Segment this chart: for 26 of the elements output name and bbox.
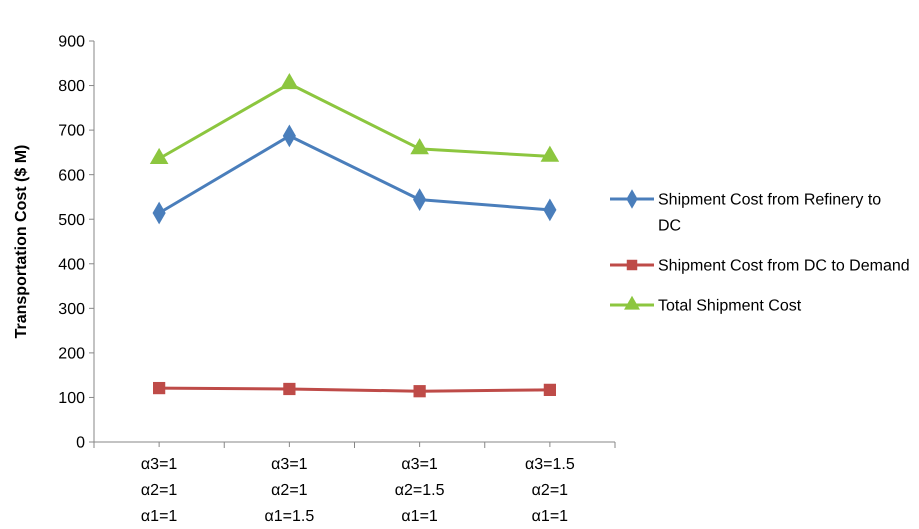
y-tick-label: 100 [58, 390, 86, 408]
y-tick-label: 400 [58, 256, 86, 274]
x-tick-label: α3=1 α2=1.5 α1=1 [394, 456, 445, 525]
y-axis-title: Transportation Cost ($ M) [13, 144, 30, 338]
point [283, 382, 296, 396]
y-tick-label: 900 [58, 34, 86, 51]
y-tick-label: 500 [58, 212, 86, 229]
x-tick-label: α3=1.5 α2=1 α1=1 [525, 456, 575, 525]
legend-label: Shipment Cost from Refinery to DC [658, 192, 882, 235]
legend-label: Shipment Cost from DC to Demand [658, 258, 910, 275]
y-tick-label: 800 [58, 78, 86, 96]
y-tick-label: 300 [58, 300, 86, 318]
y-tick-label: 600 [58, 167, 86, 184]
x-tick-label: α3=1 α2=1 α1=1.5 [264, 456, 314, 525]
y-tick-label: 0 [76, 434, 86, 452]
y-tick-label: 200 [58, 345, 86, 362]
legend-label: Total Shipment Cost [658, 298, 802, 315]
y-tick-label: 700 [58, 122, 86, 140]
point [280, 73, 299, 90]
point [153, 382, 166, 394]
point [544, 384, 556, 396]
point [410, 138, 429, 154]
point [414, 385, 426, 398]
point [540, 146, 560, 162]
point [150, 148, 168, 164]
x-tick-label: α3=1 α2=1 α1=1 [140, 456, 178, 525]
